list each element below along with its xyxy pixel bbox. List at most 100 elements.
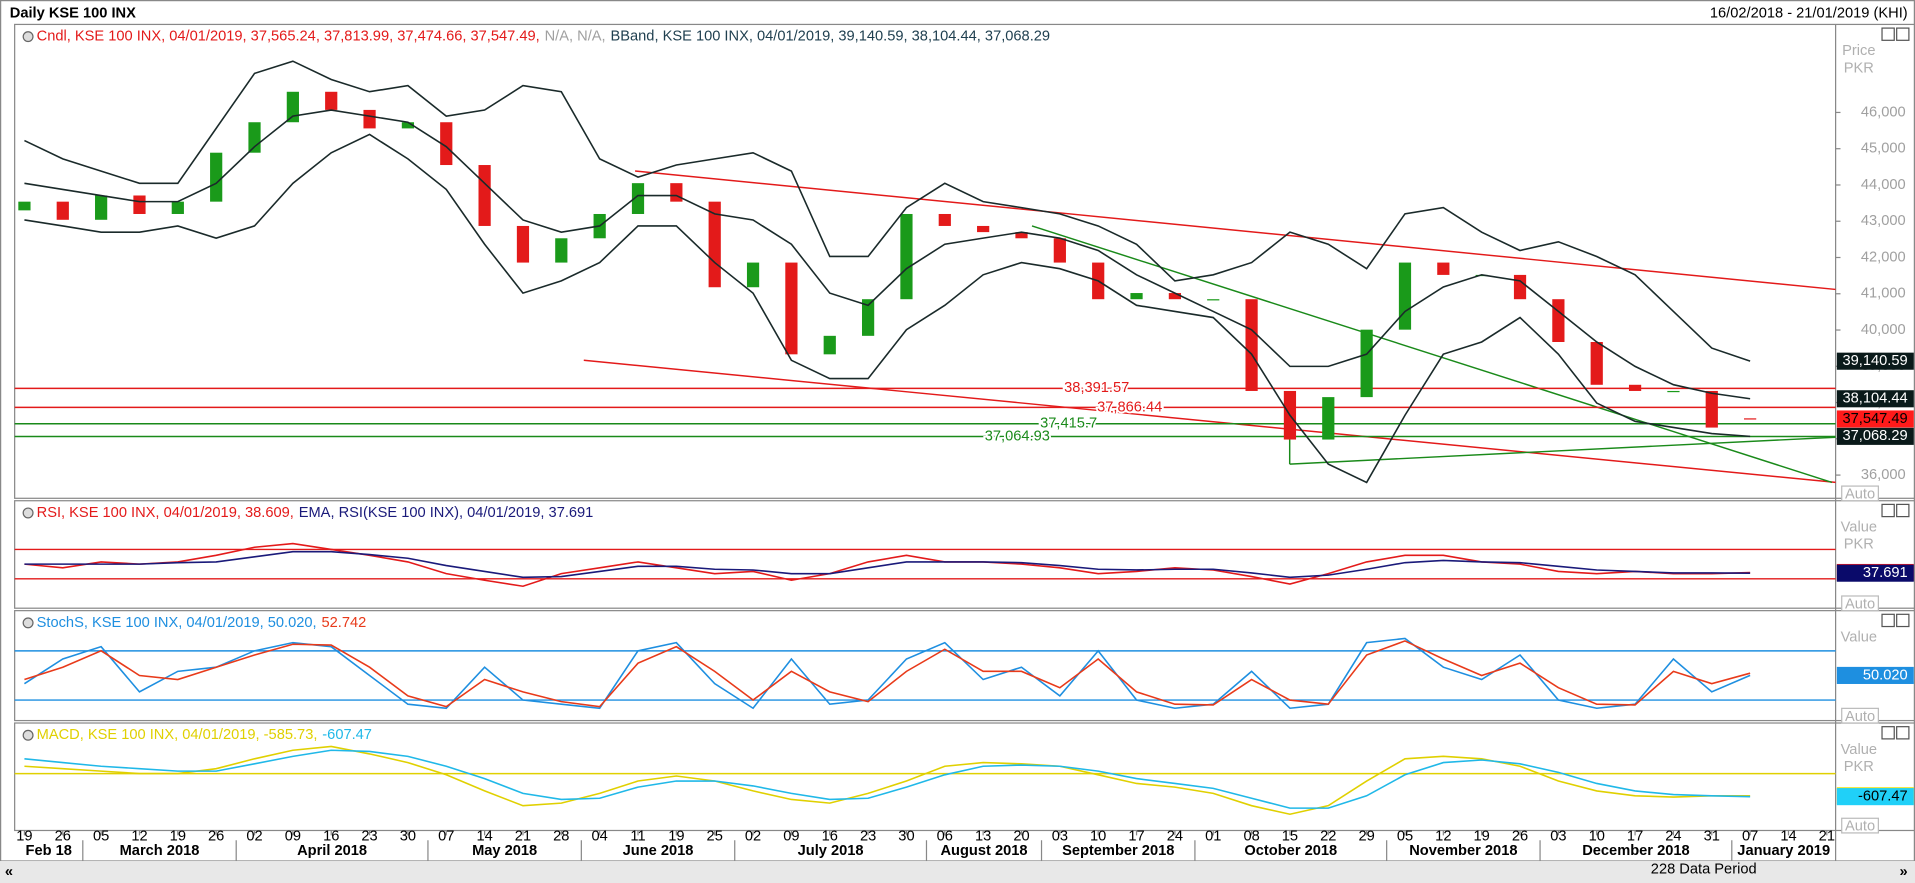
level-label: 37,064.93 [985, 428, 1050, 444]
series-line [24, 749, 1751, 809]
legend-entry: RSI, KSE 100 INX, 04/01/2019, 38.609, [37, 505, 294, 521]
candle [401, 122, 415, 129]
x-tick-label: 21 [1819, 828, 1835, 844]
x-tick-label: 19 [668, 828, 684, 844]
value-box [1836, 390, 1914, 408]
legend: MACD, KSE 100 INX, 04/01/2019, -585.73, -… [37, 727, 372, 743]
candle [785, 262, 798, 355]
candle [1590, 341, 1603, 385]
axis-label: Price [1842, 43, 1875, 59]
x-tick-label: 12 [1435, 828, 1451, 844]
candle [977, 225, 990, 233]
candle [133, 195, 146, 214]
x-tick-label: 19 [170, 828, 186, 844]
value-box-label: 38,104.44 [1843, 391, 1908, 407]
x-tick-label: 04 [592, 828, 608, 844]
x-tick-label: 21 [515, 828, 531, 844]
x-tick-label: 19 [1474, 828, 1490, 844]
candle [440, 122, 453, 166]
x-tick-label: 26 [55, 828, 71, 844]
x-tick-label: 10 [1090, 828, 1106, 844]
x-tick-label: 25 [707, 828, 723, 844]
x-tick-label: 11 [630, 828, 645, 844]
value-box-label: 37,068.29 [1843, 428, 1908, 444]
auto-box [1841, 817, 1879, 834]
candle [1552, 299, 1565, 342]
axis-label: Value [1841, 742, 1877, 758]
value-box-label: 39,140.59 [1843, 353, 1908, 369]
month-label: November 2018 [1409, 843, 1517, 859]
candle [1437, 262, 1450, 275]
scroll-left[interactable]: « [5, 864, 13, 880]
date-range: 16/02/2018 - 21/01/2019 (KHI) [1710, 5, 1908, 21]
candle [1398, 262, 1412, 330]
trend-lines [583, 170, 1836, 484]
x-tick-label: 20 [1013, 828, 1029, 844]
scroll-right[interactable]: » [1900, 864, 1908, 880]
candle [516, 225, 530, 263]
legend-entry: StochS, KSE 100 INX, 04/01/2019, 50.020, [37, 615, 317, 631]
month-label: March 2018 [120, 843, 200, 859]
x-tick-label: 30 [400, 828, 416, 844]
candle [555, 238, 568, 263]
month-label: September 2018 [1062, 843, 1174, 859]
auto-label: Auto [1845, 709, 1875, 725]
x-tick-label: 29 [1358, 828, 1374, 844]
legend-entry: 52.742 [322, 615, 367, 631]
level-label: 38,391.57 [1064, 380, 1129, 396]
candle [210, 152, 223, 202]
series-line [24, 133, 1751, 484]
y-tick-label: 46,000 [1861, 104, 1906, 120]
series-line [24, 745, 1751, 816]
candle [861, 299, 875, 336]
legend: RSI, KSE 100 INX, 04/01/2019, 38.609, EMA… [37, 505, 594, 521]
legend-entry: -607.47 [322, 727, 372, 743]
x-tick-label: 05 [1397, 828, 1413, 844]
x-tick-label: 07 [438, 828, 454, 844]
legend-icon [22, 729, 34, 741]
chart-title: Daily KSE 100 INX [10, 5, 136, 21]
x-tick-label: 10 [1589, 828, 1605, 844]
x-tick-label: 06 [937, 828, 953, 844]
candle [1207, 299, 1220, 301]
value-box [1836, 427, 1914, 445]
candle [1322, 397, 1335, 440]
candle [1053, 238, 1066, 263]
scrollbar[interactable] [0, 861, 1915, 883]
value-box-label: 37,547.49 [1843, 411, 1908, 427]
candle [1667, 390, 1680, 393]
auto-label: Auto [1845, 596, 1875, 612]
candle [631, 183, 645, 214]
series-line [24, 542, 1751, 588]
x-tick-label: 26 [1512, 828, 1528, 844]
legend: Cndl, KSE 100 INX, 04/01/2019, 37,565.24… [37, 29, 1050, 45]
x-tick-label: 19 [16, 828, 32, 844]
candle [746, 262, 760, 288]
value-box-label: 37.691 [1863, 565, 1908, 581]
month-label: August 2018 [940, 843, 1027, 859]
legend-entry: BBand, KSE 100 INX, 04/01/2019, 39,140.5… [610, 29, 1050, 45]
axis-label: PKR [1844, 759, 1874, 775]
value-box [1836, 666, 1914, 684]
axis-label: Value [1841, 519, 1877, 535]
candle [1168, 293, 1181, 300]
y-tick-label: 40,000 [1861, 322, 1906, 338]
candle [1130, 293, 1143, 300]
value-box-label: 50.020 [1863, 667, 1908, 683]
x-tick-label: 09 [783, 828, 799, 844]
x-tick-label: 28 [553, 828, 569, 844]
y-tick-label: 36,000 [1861, 467, 1906, 483]
auto-label: Auto [1845, 819, 1875, 835]
series-line [24, 60, 1751, 362]
x-tick-label: 15 [1282, 828, 1298, 844]
auto-box [1841, 707, 1879, 724]
x-tick-label: 17 [1128, 828, 1144, 844]
x-tick-label: 26 [208, 828, 224, 844]
candle [478, 165, 491, 226]
x-tick-label: 22 [1320, 828, 1336, 844]
value-box [1836, 788, 1914, 806]
window-buttons[interactable] [1881, 27, 1910, 740]
